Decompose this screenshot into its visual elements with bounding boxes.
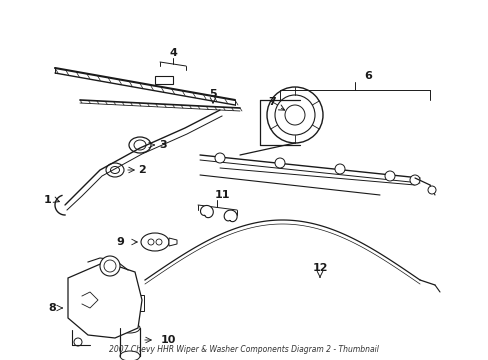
Text: 2: 2 <box>138 165 145 175</box>
Polygon shape <box>200 206 213 218</box>
Circle shape <box>285 105 305 125</box>
Circle shape <box>148 239 154 245</box>
Bar <box>120 328 140 356</box>
Circle shape <box>104 260 116 272</box>
Text: 10: 10 <box>160 335 175 345</box>
Ellipse shape <box>141 233 169 251</box>
Ellipse shape <box>120 323 140 333</box>
Text: 7: 7 <box>267 97 275 107</box>
Circle shape <box>215 153 224 163</box>
Bar <box>132 295 143 311</box>
Bar <box>155 76 173 84</box>
Ellipse shape <box>129 137 151 153</box>
Text: 6: 6 <box>364 71 371 81</box>
Text: 5: 5 <box>209 89 216 99</box>
Text: 12: 12 <box>312 263 327 273</box>
Circle shape <box>384 171 394 181</box>
Circle shape <box>266 87 323 143</box>
Text: 3: 3 <box>159 140 166 150</box>
Polygon shape <box>68 262 142 338</box>
Polygon shape <box>224 210 237 222</box>
Text: 8: 8 <box>48 303 56 313</box>
Circle shape <box>427 186 435 194</box>
Circle shape <box>334 164 345 174</box>
Text: 1: 1 <box>44 195 52 205</box>
Polygon shape <box>169 238 177 246</box>
Text: 4: 4 <box>169 48 177 58</box>
Circle shape <box>409 175 419 185</box>
Bar <box>78 290 118 318</box>
Text: 2007 Chevy HHR Wiper & Washer Components Diagram 2 - Thumbnail: 2007 Chevy HHR Wiper & Washer Components… <box>109 345 378 354</box>
Ellipse shape <box>110 166 119 174</box>
Circle shape <box>274 158 285 168</box>
Ellipse shape <box>120 351 140 360</box>
Ellipse shape <box>134 140 146 150</box>
Circle shape <box>274 95 314 135</box>
Circle shape <box>100 256 120 276</box>
Text: 9: 9 <box>116 237 123 247</box>
Text: 11: 11 <box>214 190 229 200</box>
Circle shape <box>156 239 162 245</box>
Ellipse shape <box>106 163 124 177</box>
